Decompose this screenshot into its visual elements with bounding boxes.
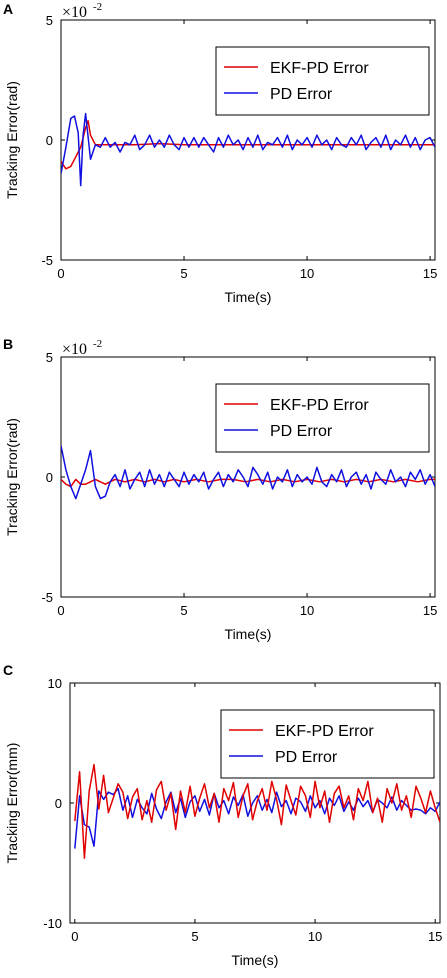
series-line-ekf-pd-error [74, 763, 440, 859]
x-axis-label: Time(s) [225, 289, 272, 305]
x-tick-label: 0 [57, 266, 64, 281]
x-axis-label: Time(s) [225, 626, 272, 642]
y-exponent-label: ×10 [62, 341, 87, 358]
x-tick-label: 15 [423, 603, 437, 618]
y-tick-label: 10 [48, 676, 62, 691]
x-tick-label: 5 [180, 266, 187, 281]
y-axis-label: Tracking Error(rad) [4, 418, 20, 536]
panel-label: C [3, 662, 13, 678]
x-tick-label: 10 [308, 929, 322, 944]
x-tick-label: 15 [423, 266, 437, 281]
legend-box [215, 383, 430, 453]
y-tick-label: -5 [41, 590, 53, 605]
chart-panel-a: A 0 5 10 15 -5 0 5 ×10 -2 Time(s) Tracking Error(ra… [3, 1, 437, 305]
panel-label: B [3, 336, 13, 352]
series-line-pd-error [61, 445, 435, 500]
y-tick-label: 0 [46, 470, 53, 485]
x-tick-label: 10 [300, 603, 314, 618]
chart-panel-b: B 0 5 10 15 -5 0 5 ×10 -2 Time(s) Tracking Error(ra… [3, 336, 437, 642]
x-tick-label: 5 [180, 603, 187, 618]
y-tick-label: 0 [46, 133, 53, 148]
x-tick-label: 5 [191, 929, 198, 944]
legend-entry: EKF-PD Error [275, 723, 374, 740]
legend-entry: EKF-PD Error [270, 60, 369, 77]
legend-entry: PD Error [275, 749, 338, 766]
y-exponent-label: ×10 [62, 4, 87, 21]
y-tick-label: 0 [55, 796, 62, 811]
legend-box [220, 709, 435, 779]
y-tick-label: 5 [46, 350, 53, 365]
y-axis-label: Tracking Error(rad) [4, 81, 20, 199]
x-tick-label: 15 [428, 929, 442, 944]
x-axis-label: Time(s) [232, 952, 279, 968]
y-axis-label: Tracking Error(mm) [4, 743, 20, 864]
y-tick-label: -10 [43, 916, 62, 931]
chart-panel-c: C 0 5 10 15 -10 0 10 Time(s) Tracking Error(mm) EK… [3, 662, 442, 968]
y-exponent-power: -2 [93, 338, 102, 350]
y-exponent-power: -2 [93, 1, 102, 13]
legend-box [215, 46, 430, 116]
series-line-pd-error [74, 787, 440, 849]
y-tick-label: 5 [46, 13, 53, 28]
x-tick-label: 10 [300, 266, 314, 281]
legend-entry: EKF-PD Error [270, 397, 369, 414]
x-tick-label: 0 [57, 603, 64, 618]
series-line-pd-error [61, 112, 435, 187]
legend-entry: PD Error [270, 86, 333, 103]
y-tick-label: -5 [41, 253, 53, 268]
panel-label: A [3, 1, 13, 17]
legend-entry: PD Error [270, 423, 333, 440]
x-tick-label: 0 [71, 929, 78, 944]
